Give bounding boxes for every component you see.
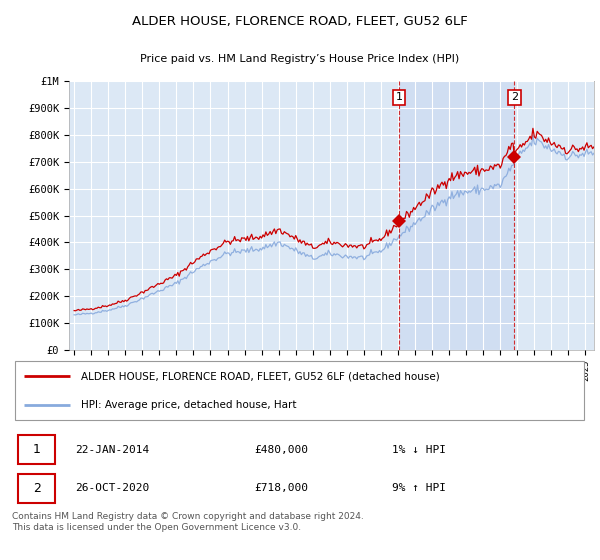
FancyBboxPatch shape	[18, 435, 55, 464]
Text: ALDER HOUSE, FLORENCE ROAD, FLEET, GU52 6LF (detached house): ALDER HOUSE, FLORENCE ROAD, FLEET, GU52 …	[81, 371, 440, 381]
Bar	[399, 81, 514, 350]
Text: 1: 1	[33, 443, 41, 456]
Text: 26-OCT-2020: 26-OCT-2020	[76, 483, 149, 493]
Text: Contains HM Land Registry data © Crown copyright and database right 2024.
This d: Contains HM Land Registry data © Crown c…	[12, 512, 364, 531]
Text: 9% ↑ HPI: 9% ↑ HPI	[392, 483, 446, 493]
Text: 22-JAN-2014: 22-JAN-2014	[76, 445, 149, 455]
FancyBboxPatch shape	[18, 474, 55, 503]
Text: £480,000: £480,000	[254, 445, 308, 455]
Text: 1: 1	[395, 92, 403, 102]
Text: £718,000: £718,000	[254, 483, 308, 493]
Text: ALDER HOUSE, FLORENCE ROAD, FLEET, GU52 6LF: ALDER HOUSE, FLORENCE ROAD, FLEET, GU52 …	[132, 15, 468, 27]
FancyBboxPatch shape	[15, 361, 584, 420]
Text: 2: 2	[33, 482, 41, 495]
Text: 1% ↓ HPI: 1% ↓ HPI	[392, 445, 446, 455]
Text: HPI: Average price, detached house, Hart: HPI: Average price, detached house, Hart	[81, 400, 296, 410]
Text: 2: 2	[511, 92, 518, 102]
Text: Price paid vs. HM Land Registry’s House Price Index (HPI): Price paid vs. HM Land Registry’s House …	[140, 54, 460, 64]
